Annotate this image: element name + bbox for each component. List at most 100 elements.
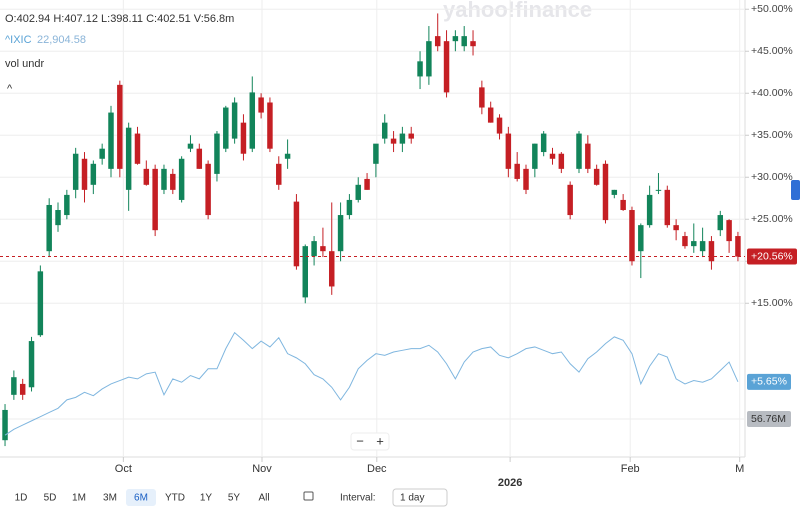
- range-button[interactable]: YTD: [165, 493, 185, 504]
- candle-body: [99, 148, 105, 159]
- candle-body: [267, 102, 273, 149]
- range-button[interactable]: 1D: [15, 493, 28, 504]
- candle-body: [187, 143, 194, 149]
- side-tab[interactable]: [791, 180, 800, 200]
- y-tick-label: +45.00%: [751, 45, 793, 57]
- candle-body: [258, 97, 264, 113]
- candle-body: [443, 41, 450, 93]
- candle-body: [549, 153, 556, 159]
- compare-price: 22,904.58: [37, 34, 86, 46]
- candle-body: [629, 210, 635, 262]
- candle-body: [620, 199, 626, 211]
- range-button[interactable]: 1M: [72, 493, 86, 504]
- candle-body: [46, 204, 52, 252]
- candle-body: [576, 133, 582, 169]
- candle-body: [735, 236, 741, 257]
- last-price-box: [747, 248, 797, 265]
- x-tick-label: Oct: [115, 463, 132, 475]
- x-tick-label: Feb: [621, 463, 640, 475]
- labels: +15.00%+20.00%+25.00%+30.00%+35.00%+40.0…: [115, 3, 797, 489]
- candle-body: [223, 107, 229, 149]
- candle-body: [699, 241, 706, 252]
- x-tick-label: Nov: [252, 463, 272, 475]
- range-button[interactable]: 6M: [134, 493, 148, 504]
- candle-body: [28, 341, 35, 388]
- candle-body: [558, 153, 565, 169]
- candle-body: [276, 163, 282, 185]
- candle-body: [178, 158, 185, 200]
- candle-body: [417, 61, 423, 77]
- candle-body: [240, 122, 247, 154]
- candle-body: [461, 36, 467, 47]
- candle-body: [408, 133, 414, 139]
- range-button[interactable]: 1Y: [200, 493, 213, 504]
- indicator[interactable]: vol undr: [5, 58, 44, 70]
- candle-body: [646, 194, 653, 226]
- candle-body: [2, 409, 8, 441]
- candle-body: [390, 138, 397, 144]
- candle-body: [170, 173, 176, 190]
- candle-body: [81, 158, 88, 190]
- volume-box: [747, 411, 791, 427]
- candle-body: [381, 122, 388, 139]
- interval-box[interactable]: [392, 488, 448, 507]
- candle-body: [346, 199, 353, 216]
- candle-body: [284, 153, 291, 159]
- candle-body: [214, 133, 220, 174]
- candle-body: [90, 163, 97, 185]
- collapse[interactable]: ^: [7, 83, 13, 95]
- candle-body: [585, 143, 591, 169]
- candle-body: [72, 153, 79, 190]
- x-tick-label: Dec: [367, 463, 387, 475]
- y-tick-label: +15.00%: [751, 297, 793, 309]
- range-button[interactable]: 5D: [44, 493, 57, 504]
- candle-body: [426, 41, 432, 77]
- compare-line: [4, 331, 739, 436]
- candle-body: [638, 225, 644, 252]
- candle-body: [302, 246, 308, 298]
- candle-body: [523, 168, 529, 190]
- candle-body: [161, 168, 167, 190]
- candle-body: [373, 143, 379, 164]
- candle-body: [664, 189, 671, 226]
- candle-body: [355, 184, 361, 200]
- candle-body: [125, 127, 132, 190]
- candle-body: [691, 241, 697, 247]
- candle-body: [399, 133, 406, 144]
- x-tick-label: 2026: [498, 477, 522, 489]
- interval-value[interactable]: 1 day: [400, 493, 424, 504]
- candle-body: [19, 383, 26, 395]
- range-active: [126, 489, 156, 506]
- candle-body: [479, 87, 485, 108]
- candle-body: [567, 184, 573, 216]
- y-tick-label: +40.00%: [751, 87, 793, 99]
- compare-symbol: ^IXIC: [5, 34, 32, 46]
- candle-body: [37, 271, 44, 336]
- candle-body: [532, 143, 538, 169]
- x-tick-label: M: [735, 463, 744, 475]
- candle-body: [108, 112, 114, 169]
- candle-body: [293, 201, 300, 267]
- candle-body: [726, 220, 732, 242]
- range-button[interactable]: 5Y: [228, 493, 241, 504]
- candle-body: [311, 241, 317, 257]
- candle-body: [540, 133, 547, 153]
- candle-body: [329, 251, 335, 287]
- candle-body: [470, 41, 476, 47]
- zoom-in[interactable]: +: [376, 433, 384, 448]
- range-button[interactable]: 3M: [103, 493, 117, 504]
- candle-body: [717, 215, 724, 231]
- range-button[interactable]: All: [258, 493, 269, 504]
- last-price-label: +20.56%: [751, 250, 793, 262]
- calendar-icon[interactable]: [303, 491, 314, 501]
- zoom-out[interactable]: −: [356, 433, 364, 448]
- candle-body: [602, 163, 609, 221]
- compare-label: +5.65%: [751, 376, 787, 388]
- candle-body: [143, 168, 150, 185]
- candle-body: [708, 241, 715, 262]
- candle-body: [487, 107, 494, 123]
- candle-body: [55, 210, 61, 226]
- watermark: yahoo!finance: [443, 0, 592, 22]
- interval-label: Interval:: [340, 493, 376, 504]
